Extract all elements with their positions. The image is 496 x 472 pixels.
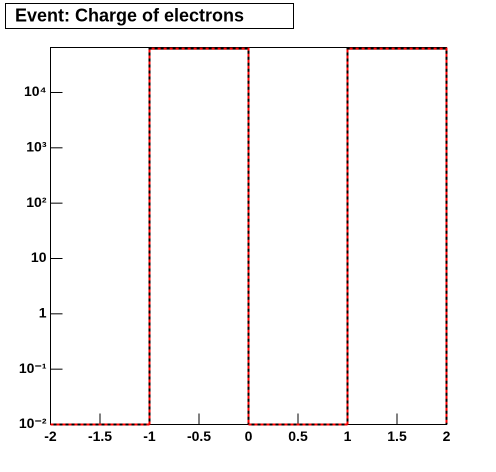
x-tick-label: -0.5 [187,428,211,444]
histogram-bin-dash [346,47,448,425]
x-tick-label: 2 [443,428,451,444]
y-tick-label: 10⁴ [24,83,47,99]
y-tick-label: 1 [39,305,47,321]
x-tick-label: 0.5 [288,428,308,444]
title-box [5,3,294,29]
x-tick-label: -1.5 [88,428,112,444]
x-tick-label: 1.5 [387,428,407,444]
x-tick-label: 0 [245,428,253,444]
y-tick-label: 10 [31,249,47,265]
chart-title: Event: Charge of electrons [15,5,244,25]
y-tick-label: 10⁻² [19,415,47,431]
x-tick-label: 1 [344,428,352,444]
histogram-bin-dash [148,47,250,425]
y-tick-label: 10² [26,194,47,210]
x-tick-label: -1 [143,428,156,444]
y-tick-label: 10⁻¹ [19,360,47,376]
y-tick-label: 10³ [26,139,47,155]
x-tick-label: -2 [44,428,57,444]
